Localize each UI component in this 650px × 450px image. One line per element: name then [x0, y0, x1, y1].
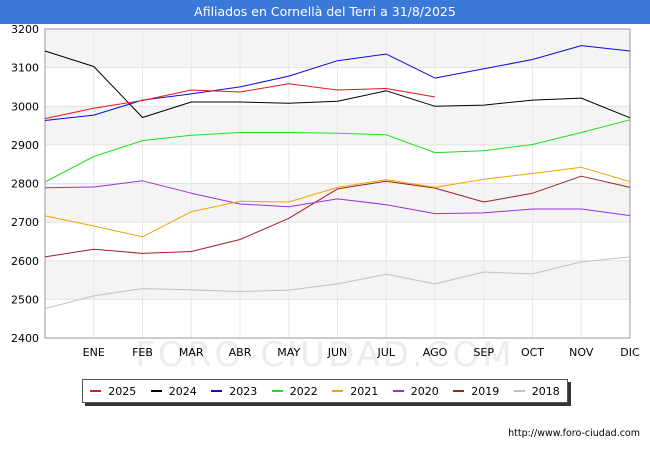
legend-item-2024: 2024	[150, 384, 197, 398]
legend-label: 2018	[531, 384, 560, 398]
legend-swatch	[453, 390, 465, 392]
y-tick-label: 2700	[11, 216, 39, 229]
series-line-2025	[44, 83, 436, 120]
series-line-2024	[44, 50, 631, 119]
series-line-2018	[44, 256, 631, 310]
y-tick-label: 3200	[11, 23, 39, 36]
x-tick-label: NOV	[569, 346, 594, 359]
legend-item-2019: 2019	[453, 385, 499, 398]
x-tick-label: AGO	[423, 346, 448, 359]
legend-item-2021: 2021	[332, 385, 378, 398]
x-tick-label: JUL	[377, 346, 396, 359]
watermark: FORO-CIUDAD.COM	[135, 335, 515, 375]
legend-label: 2024	[168, 384, 197, 398]
legend-label: 2020	[410, 384, 439, 398]
legend-swatch	[392, 390, 404, 392]
series-line-2022	[44, 119, 631, 183]
y-tick-label: 3000	[11, 100, 39, 113]
legend-swatch	[90, 390, 102, 392]
legend-swatch	[211, 390, 223, 392]
legend-label: 2023	[229, 384, 258, 398]
chart-legend: 2025 2024 2023 2022 2021 2020 2019 2018	[82, 379, 568, 403]
x-tick-label: DIC	[620, 346, 640, 359]
legend-label: 2021	[350, 384, 379, 398]
y-tick-label: 2600	[11, 255, 39, 268]
y-tick-label: 2500	[11, 293, 39, 306]
legend-swatch	[513, 390, 525, 392]
legend-item-2020: 2020	[392, 384, 439, 398]
legend-item-2018: 2018	[513, 384, 560, 398]
legend-item-2025: 2025	[90, 385, 136, 398]
legend-swatch	[271, 390, 283, 392]
legend-item-2022: 2022	[271, 384, 318, 398]
series-line-2019	[44, 175, 631, 258]
legend-swatch	[332, 390, 344, 392]
x-tick-label: ABR	[229, 346, 252, 359]
chart-title: Afiliados en Cornellà del Terri a 31/8/2…	[0, 0, 650, 24]
source-url: http://www.foro-ciudad.com	[508, 428, 640, 439]
x-tick-label: OCT	[521, 346, 544, 359]
legend-label: 2025	[108, 384, 137, 398]
legend-swatch	[150, 390, 162, 392]
legend-label: 2019	[471, 384, 500, 398]
x-tick-label: ENE	[83, 346, 105, 359]
x-tick-label: SEP	[473, 346, 494, 359]
x-tick-label: MAR	[179, 346, 204, 359]
plot-area	[44, 28, 631, 339]
y-tick-label: 3100	[11, 62, 39, 75]
x-tick-label: FEB	[132, 346, 153, 359]
y-tick-label: 2400	[11, 332, 39, 345]
x-tick-label: JUN	[327, 346, 348, 359]
series-line-2021	[44, 166, 631, 238]
legend-item-2023: 2023	[211, 385, 257, 398]
series-line-2020	[44, 180, 631, 217]
legend-label: 2022	[289, 384, 318, 398]
y-tick-label: 2800	[11, 178, 39, 191]
y-tick-label: 2900	[11, 139, 39, 152]
x-tick-label: MAY	[277, 346, 300, 359]
